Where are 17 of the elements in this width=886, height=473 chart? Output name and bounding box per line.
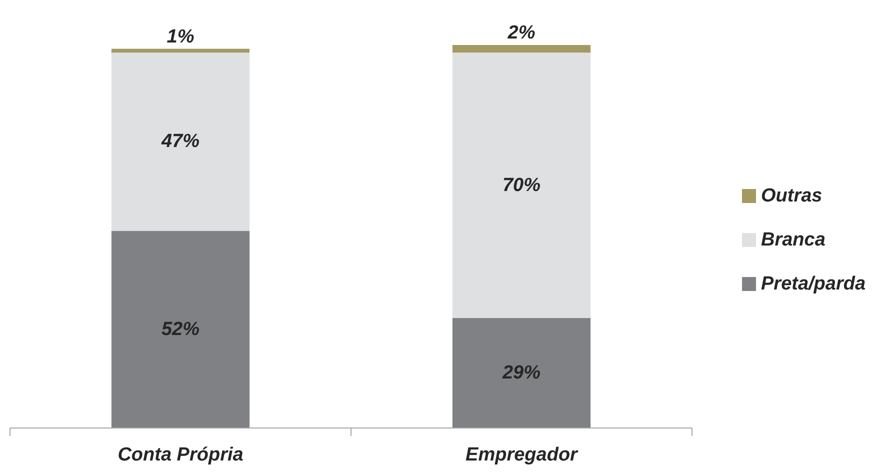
data-label: 52% [161,318,200,340]
data-label: 70% [502,174,541,196]
bar [452,45,591,53]
data-label: 2% [506,22,536,44]
legend-label: Outras [761,186,822,206]
bar [111,48,250,53]
x-tick-label: Conta Própria [118,444,244,466]
data-label: 29% [501,362,541,384]
bar [111,230,250,428]
legend-label: Branca [761,230,826,250]
data-label: 47% [160,131,200,152]
bar [452,318,591,428]
bar [452,52,591,318]
data-label: 1% [166,26,194,48]
legend-label: Preta/parda [761,274,866,294]
x-tick-label: Empregador [466,444,580,466]
bar [111,52,250,231]
